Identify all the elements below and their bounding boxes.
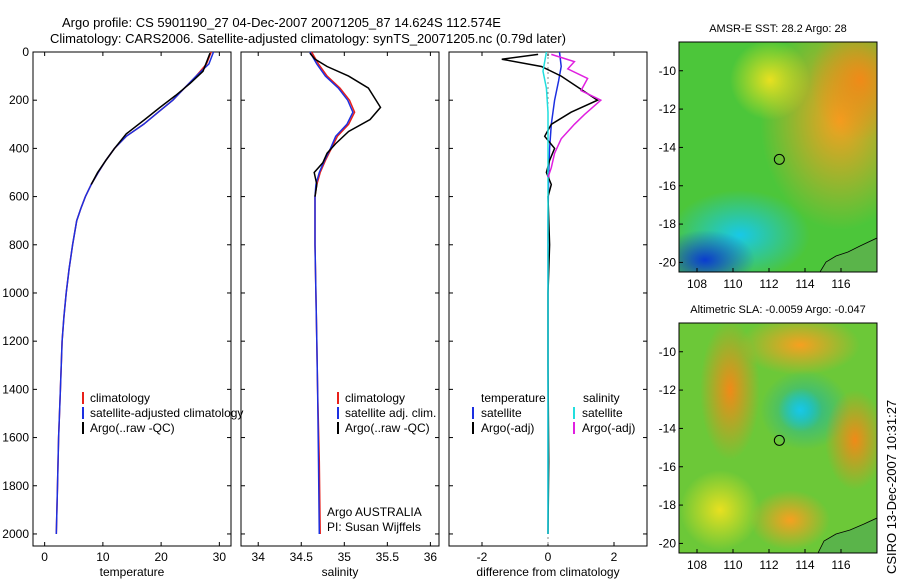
temperature-xtick-label: 0 bbox=[41, 550, 48, 564]
sla_map-xtick-label: 116 bbox=[831, 558, 850, 572]
salinity-xtick-label: 34.5 bbox=[290, 550, 314, 564]
temperature-xtick-label: 20 bbox=[154, 550, 168, 564]
sla_map-ytick-label: -10 bbox=[659, 345, 677, 359]
sst_map-ytick-label: -16 bbox=[659, 179, 677, 193]
sst_map-ytick-label: -14 bbox=[659, 140, 677, 154]
figure-title-line2: Climatology: CARS2006. Satellite-adjuste… bbox=[50, 31, 566, 46]
sst_map-xtick-label: 108 bbox=[687, 277, 707, 291]
salinity-series-line bbox=[309, 51, 354, 535]
sla_map-ytick-label: -12 bbox=[659, 383, 677, 397]
depth-tick-label: 1800 bbox=[2, 479, 29, 493]
difference-series-line bbox=[547, 53, 603, 178]
sla_map-xtick-label: 108 bbox=[687, 558, 707, 572]
sla_map-title: Altimetric SLA: -0.0059 Argo: -0.047 bbox=[690, 304, 865, 316]
difference-legend-label: Argo(-adj) bbox=[481, 421, 534, 435]
difference-series-line bbox=[542, 51, 549, 534]
temperature-legend-label: Argo(..raw -QC) bbox=[90, 421, 175, 435]
sst_map-title: AMSR-E SST: 28.2 Argo: 28 bbox=[709, 23, 847, 35]
temperature-xlabel: temperature bbox=[100, 565, 165, 579]
sla-map-field bbox=[679, 323, 877, 553]
temperature-series-line bbox=[90, 52, 211, 185]
salinity-legend-label: satellite adj. clim. bbox=[345, 406, 436, 420]
temperature-axes-frame bbox=[32, 51, 232, 547]
figure-title-line1: Argo profile: CS 5901190_27 04-Dec-2007 … bbox=[62, 15, 501, 30]
sla_map-ytick-label: -14 bbox=[659, 421, 677, 435]
salinity-xtick-label: 35.5 bbox=[376, 550, 400, 564]
temperature-series-line bbox=[55, 51, 212, 535]
salinity-panel: 34 34.5 35 35.5 36 salinity climatologysatelli… bbox=[240, 51, 440, 579]
sst_map-xtick-label: 112 bbox=[759, 277, 778, 291]
sla_map-xtick-label: 112 bbox=[759, 558, 778, 572]
timestamp-side-label: CSIRO 13-Dec-2007 10:31:27 bbox=[884, 400, 899, 574]
difference-xtick-label: 2 bbox=[611, 550, 618, 564]
depth-tick-label: 1600 bbox=[2, 431, 29, 445]
sla_map-axes: Altimetric SLA: -0.0059 Argo: -0.047 108 1… bbox=[659, 304, 878, 572]
salinity-axes-frame bbox=[240, 51, 440, 547]
sst_map-xtick-label: 110 bbox=[723, 277, 742, 291]
sla_map-argo-position-marker bbox=[773, 434, 785, 446]
salinity-xlabel: salinity bbox=[322, 565, 359, 579]
depth-tick-label: 2000 bbox=[2, 527, 29, 541]
salinity-legend-label: Argo(..raw -QC) bbox=[345, 421, 430, 435]
difference-legend-label: satellite bbox=[481, 406, 522, 420]
sla_map-ytick-label: -20 bbox=[659, 536, 677, 550]
sla_map-ytick-label: -16 bbox=[659, 460, 677, 474]
difference-series-line bbox=[547, 51, 562, 534]
salinity-xtick-label: 36 bbox=[424, 550, 438, 564]
sst-map-coastline bbox=[819, 237, 877, 272]
salinity-annotation: Argo AUSTRALIA bbox=[327, 505, 422, 519]
difference-legend-header: salinity bbox=[583, 391, 620, 405]
sla_map-xtick-label: 110 bbox=[723, 558, 742, 572]
sst_map-ytick-label: -12 bbox=[659, 102, 677, 116]
sst_map-xtick-label: 114 bbox=[795, 277, 814, 291]
temperature-xtick-label: 10 bbox=[96, 550, 110, 564]
difference-xtick-label: -2 bbox=[477, 550, 488, 564]
temperature-panel: 0 10 20 30 0 200 400 600 800 1000 1200 1400 1600 1800… bbox=[2, 45, 243, 579]
sla_map-ytick-label: -18 bbox=[659, 498, 677, 512]
salinity-legend-label: climatology bbox=[345, 391, 405, 405]
salinity-annotation: PI: Susan Wijffels bbox=[327, 520, 421, 534]
sst_map-ytick-label: -10 bbox=[659, 64, 677, 78]
salinity-xtick-label: 34 bbox=[252, 550, 266, 564]
sla_map-frame bbox=[678, 322, 878, 554]
difference-xtick-label: 0 bbox=[545, 550, 552, 564]
salinity-xtick-label: 35 bbox=[338, 550, 352, 564]
salinity-series-line bbox=[309, 52, 382, 197]
temperature-series-line bbox=[55, 51, 215, 535]
map-axes: AMSR-E SST: 28.2 Argo: 28 108 110 112 114 116… bbox=[659, 23, 878, 572]
sst_map-frame bbox=[678, 41, 878, 273]
depth-tick-label: 200 bbox=[9, 93, 29, 107]
depth-tick-label: 600 bbox=[9, 190, 29, 204]
depth-tick-label: 1000 bbox=[2, 286, 29, 300]
sst_map-argo-position-marker bbox=[773, 153, 785, 165]
depth-tick-label: 0 bbox=[22, 45, 29, 59]
difference-xlabel: difference from climatology bbox=[476, 565, 619, 579]
depth-tick-label: 1200 bbox=[2, 334, 29, 348]
depth-tick-label: 800 bbox=[9, 238, 29, 252]
difference-legend-label: satellite bbox=[582, 406, 623, 420]
sst_map-axes: AMSR-E SST: 28.2 Argo: 28 108 110 112 114 116… bbox=[659, 23, 878, 291]
sla_map-xtick-label: 114 bbox=[795, 558, 814, 572]
sst-map-field bbox=[679, 42, 877, 272]
difference-legend-header: temperature bbox=[481, 391, 546, 405]
sst_map-ytick-label: -18 bbox=[659, 217, 677, 231]
difference-legend-label: Argo(-adj) bbox=[582, 421, 635, 435]
temperature-legend-label: satellite-adjusted climatology bbox=[90, 406, 243, 420]
depth-tick-label: 400 bbox=[9, 141, 29, 155]
profile-panels: 0 10 20 30020040060080010001200140016001800… bbox=[2, 45, 648, 579]
difference-series-line bbox=[501, 53, 600, 535]
temperature-xtick-label: 30 bbox=[213, 550, 227, 564]
sst_map-ytick-label: -20 bbox=[659, 255, 677, 269]
sla-map-coastline bbox=[817, 517, 877, 553]
sst_map-xtick-label: 116 bbox=[831, 277, 850, 291]
temperature-legend-label: climatology bbox=[90, 391, 150, 405]
depth-tick-label: 1400 bbox=[2, 382, 29, 396]
